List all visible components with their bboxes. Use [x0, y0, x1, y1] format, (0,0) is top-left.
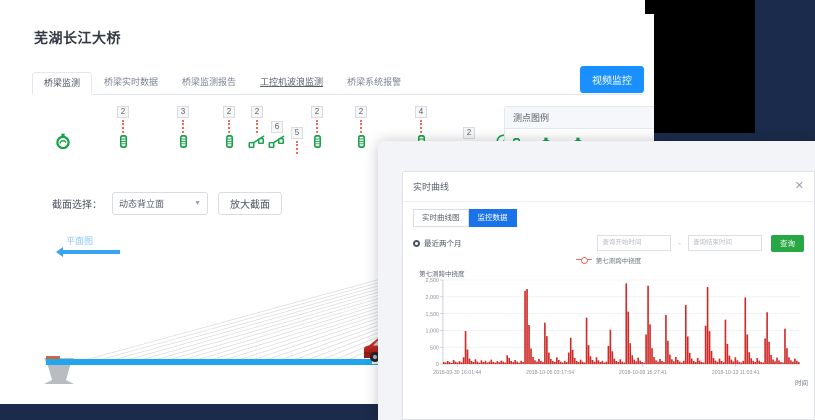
sensor-count-badge: 5: [290, 127, 304, 139]
displacement-sensor-icon[interactable]: [178, 134, 189, 154]
recent-two-months-radio[interactable]: 最近两个月: [413, 238, 462, 249]
displacement-sensor-icon[interactable]: [118, 134, 129, 154]
tab-2[interactable]: 桥梁监测报告: [182, 77, 237, 87]
svg-text:2018-09-30 16:01:44: 2018-09-30 16:01:44: [433, 369, 481, 375]
svg-text:1,000: 1,000: [425, 328, 438, 334]
sensor-count-badge: 4: [414, 106, 428, 118]
sensor-leader-line: [228, 120, 230, 133]
sensor-marker-5[interactable]: 6: [268, 121, 286, 154]
section-select-label: 截面选择：: [52, 200, 102, 211]
gauge-sensor-icon[interactable]: [55, 133, 71, 154]
sensor-leader-line: [316, 120, 318, 133]
enlarge-section-button[interactable]: 放大截面: [218, 192, 282, 215]
sensor-marker-3[interactable]: 2: [220, 106, 238, 154]
svg-text:0: 0: [436, 362, 439, 368]
sensor-count-badge: 6: [270, 121, 284, 133]
cable-sensor-icon[interactable]: [248, 134, 266, 154]
radio-label: 最近两个月: [424, 238, 462, 248]
tab-1[interactable]: 桥梁实时数据: [104, 77, 159, 87]
sensor-marker-7[interactable]: 2: [308, 106, 326, 154]
tab-0[interactable]: 桥梁监测: [32, 72, 93, 95]
section-select-value: 动态背立面: [119, 199, 165, 209]
sensor-count-badge: 2: [116, 106, 130, 118]
chart-container: 第七测跨中挠度 0 500 1,000 1,500 2,000 2,500 2018-09-…: [409, 268, 808, 390]
sensor-count-badge: 3: [176, 106, 190, 118]
direction-arrow-icon: [56, 247, 120, 257]
radio-selected-icon: [413, 239, 420, 247]
close-icon[interactable]: ✕: [794, 180, 804, 192]
end-date-input[interactable]: 查询结束时间: [688, 235, 762, 251]
modal-title: 实时曲线: [413, 182, 450, 192]
sensor-leader-line: [256, 120, 258, 133]
section-select-bar: 截面选择： 动态背立面 ▼ 放大截面: [52, 192, 282, 215]
backdrop-black-block: [645, 0, 755, 133]
displacement-sensor-icon[interactable]: [356, 134, 367, 154]
x-axis-title: 时间: [795, 379, 808, 387]
sensor-marker-4[interactable]: 2: [248, 106, 266, 154]
svg-text:500: 500: [430, 345, 439, 351]
sensor-marker-0[interactable]: [54, 132, 72, 154]
displacement-sensor-icon[interactable]: [224, 134, 235, 154]
sensor-count-badge: 2: [462, 127, 476, 139]
modal-tab-0[interactable]: 实时曲线图: [413, 209, 469, 227]
filter-row: 最近两个月 查询开始时间 - 查询结束时间 查询: [403, 227, 814, 254]
chart-title: 第七测跨中挠度: [419, 270, 465, 278]
modal-tab-1[interactable]: 监控数据: [468, 209, 517, 227]
svg-text:2018-10-13 11:03:41: 2018-10-13 11:03:41: [712, 369, 760, 375]
tab-bar: 桥梁监测 桥梁实时数据 桥梁监测报告 工控机波浪监测 桥梁系统报警: [32, 68, 642, 95]
svg-text:2018-10-05 03:17:54: 2018-10-05 03:17:54: [526, 369, 574, 375]
plan-view-label: 平面图: [66, 236, 94, 246]
deflection-bar-chart: 0 500 1,000 1,500 2,000 2,500 2018-09-30 16:01…: [425, 278, 801, 376]
svg-text:2,000: 2,000: [425, 294, 438, 300]
sensor-count-badge: 2: [250, 106, 264, 118]
date-range-separator: -: [678, 238, 681, 248]
tab-3[interactable]: 工控机波浪监测: [260, 77, 324, 87]
sensor-leader-line: [296, 141, 298, 154]
video-monitor-button[interactable]: 视频监控: [580, 66, 644, 93]
chart-legend[interactable]: 第七测跨中挠度: [403, 255, 814, 265]
modal-shell: 实时曲线 ✕ 实时曲线图 监控数据 最近两个月 查询开始时间 - 查询结束时间 查…: [378, 141, 815, 420]
legend-entry-label: 第七测跨中挠度: [595, 257, 642, 265]
svg-text:2018-10-09 15:27:41: 2018-10-09 15:27:41: [619, 369, 667, 375]
svg-text:2,500: 2,500: [425, 278, 438, 284]
sensor-marker-1[interactable]: 2: [114, 106, 132, 154]
page-title: 芜湖长江大桥: [34, 30, 121, 46]
start-date-input[interactable]: 查询开始时间: [597, 235, 672, 251]
sensor-leader-line: [182, 120, 184, 133]
tab-4[interactable]: 桥梁系统报警: [347, 77, 402, 87]
modal-tab-bar: 实时曲线图 监控数据: [403, 202, 814, 227]
query-button[interactable]: 查询: [771, 234, 804, 252]
cable-sensor-icon[interactable]: [268, 134, 286, 154]
displacement-sensor-icon[interactable]: [312, 134, 323, 154]
sensor-leader-line: [122, 120, 124, 133]
sensor-count-badge: 2: [222, 106, 236, 118]
legend-panel-title: 测点图例: [505, 107, 654, 129]
chevron-down-icon: ▼: [194, 200, 201, 207]
svg-text:1,500: 1,500: [425, 311, 438, 317]
sensor-marker-2[interactable]: 3: [174, 106, 192, 154]
sensor-marker-6[interactable]: 5: [288, 127, 306, 154]
sensor-leader-line: [360, 120, 362, 133]
legend-marker-icon: [575, 257, 592, 264]
sensor-count-badge: 2: [354, 106, 368, 118]
section-select-dropdown[interactable]: 动态背立面 ▼: [112, 192, 208, 215]
modal-header: 实时曲线 ✕: [403, 172, 814, 202]
sensor-marker-8[interactable]: 2: [352, 106, 370, 154]
realtime-curve-modal: 实时曲线 ✕ 实时曲线图 监控数据 最近两个月 查询开始时间 - 查询结束时间 查…: [402, 171, 815, 420]
sensor-count-badge: 2: [310, 106, 324, 118]
sensor-leader-line: [420, 120, 422, 133]
